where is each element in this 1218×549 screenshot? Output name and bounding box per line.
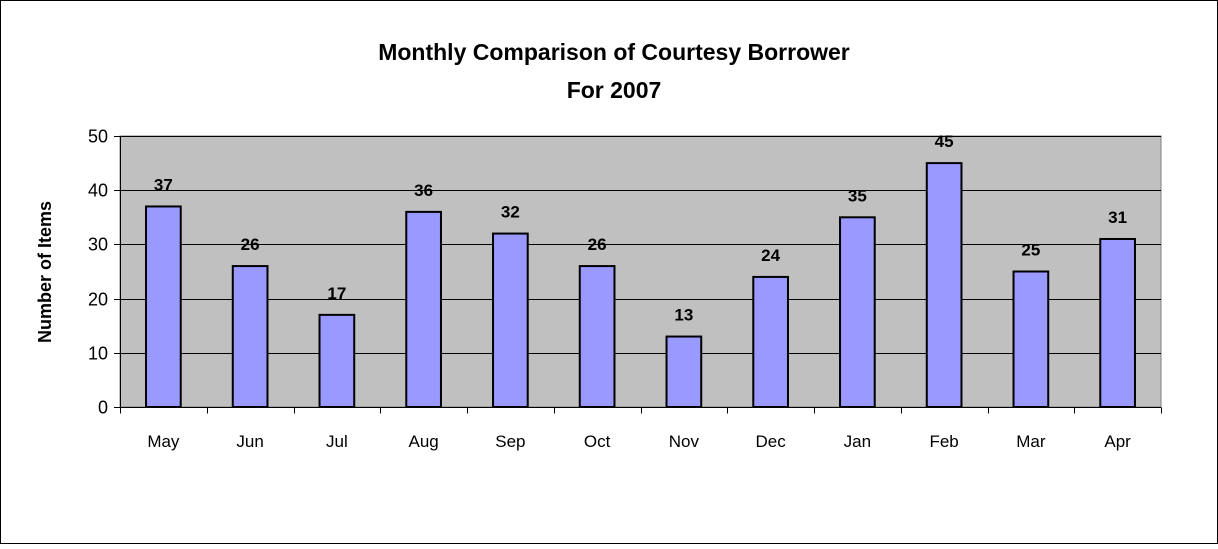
- x-tick-label: Jan: [844, 432, 871, 451]
- x-tick-label: Feb: [929, 432, 958, 451]
- data-label: 36: [414, 181, 433, 200]
- data-label: 37: [154, 175, 173, 194]
- y-tick-label: 0: [98, 398, 108, 418]
- x-tick-label: Nov: [669, 432, 700, 451]
- y-tick-label: 40: [88, 181, 108, 201]
- bars: [145, 162, 1136, 409]
- x-ticks: May Jun Jul Aug Sep Oct Nov Dec Jan Feb Mar Apr: [120, 407, 1162, 451]
- x-tick-label: Sep: [495, 432, 525, 451]
- plot-area: [119, 135, 1162, 408]
- x-tick-label: Jul: [326, 432, 348, 451]
- x-tick-label: May: [147, 432, 180, 451]
- y-tick-label: 20: [88, 290, 108, 310]
- gridlines: [120, 136, 1161, 354]
- bar: [145, 205, 182, 408]
- bar: [231, 265, 269, 408]
- data-label: 32: [501, 203, 520, 222]
- axes: [120, 136, 1161, 408]
- x-tick-label: Mar: [1016, 432, 1046, 451]
- x-tick-label: Aug: [409, 432, 439, 451]
- data-label: 35: [848, 186, 867, 205]
- bar: [578, 265, 616, 408]
- bar: [752, 275, 789, 409]
- bar: [405, 210, 442, 408]
- y-axis-title: Number of Items: [35, 201, 55, 343]
- x-tick-label: Jun: [236, 432, 263, 451]
- data-label: 45: [935, 132, 954, 151]
- data-label: 26: [588, 235, 607, 254]
- bar: [318, 313, 356, 408]
- data-label: 31: [1108, 208, 1127, 227]
- data-label: 17: [327, 284, 346, 303]
- y-tick-label: 10: [88, 344, 108, 364]
- data-label: 13: [674, 306, 693, 325]
- y-tick-label: 30: [88, 235, 108, 255]
- data-label: 25: [1021, 241, 1040, 260]
- data-label: 24: [761, 246, 780, 265]
- bar: [925, 162, 963, 408]
- chart-subtitle: For 2007: [567, 77, 662, 103]
- bar: [492, 232, 529, 408]
- x-tick-label: Oct: [584, 432, 611, 451]
- bar: [665, 335, 703, 409]
- chart-title: Monthly Comparison of Courtesy Borrower: [378, 39, 850, 65]
- bar: [1099, 237, 1136, 408]
- x-tick-label: Dec: [756, 432, 787, 451]
- x-tick-label: Apr: [1104, 432, 1131, 451]
- bar: [1012, 270, 1050, 408]
- y-ticks: 0 10 20 30 40 50: [88, 127, 120, 418]
- data-labels: 37 26 17 36 32 26 13 24 35 45 25 31: [154, 132, 1127, 324]
- bar: [839, 216, 876, 408]
- y-tick-label: 50: [88, 127, 108, 147]
- data-label: 26: [241, 235, 260, 254]
